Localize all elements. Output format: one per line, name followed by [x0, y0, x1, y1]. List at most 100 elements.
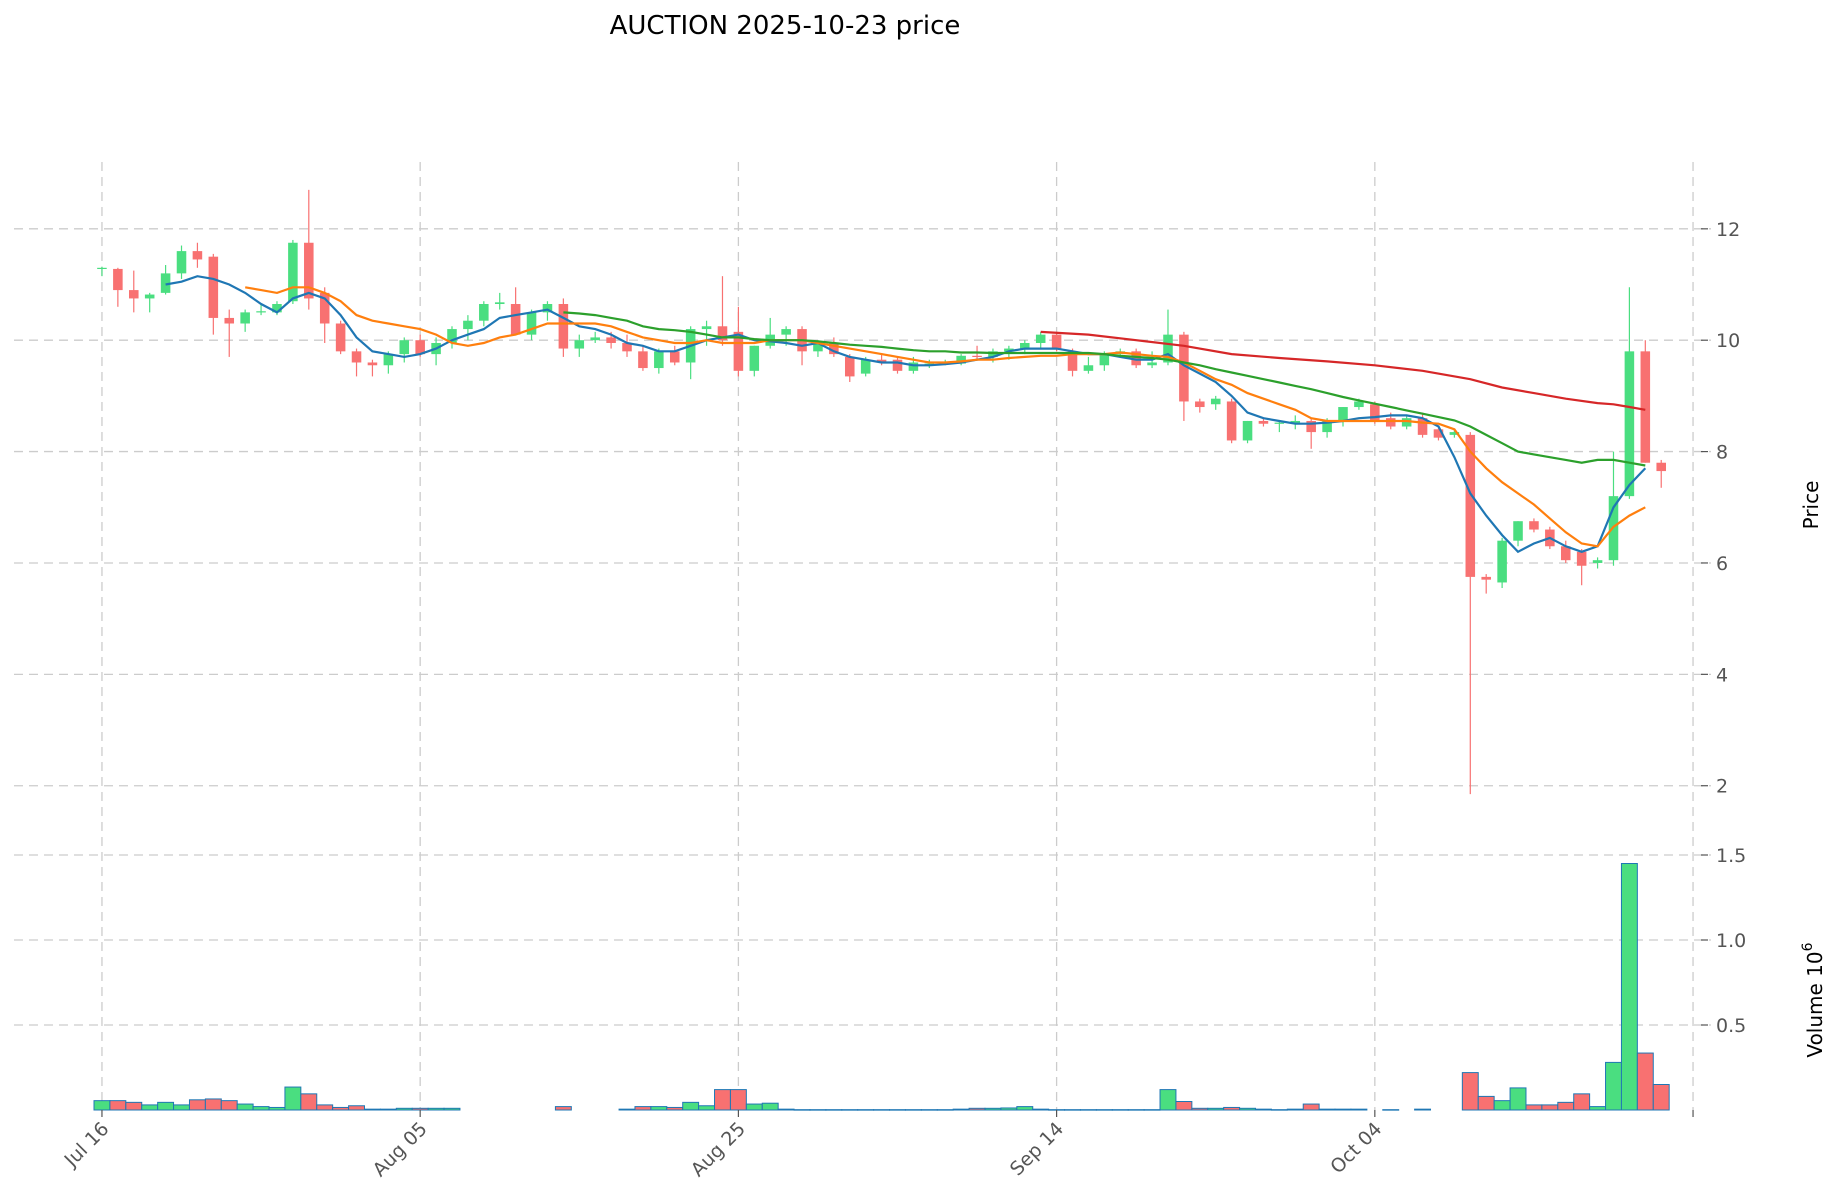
candle-body: [1417, 418, 1428, 435]
candle-body: [1592, 560, 1603, 563]
volume-tick-label: 1.0: [1716, 930, 1746, 952]
volume-bar: [1620, 863, 1638, 1111]
candle-body: [319, 292, 330, 324]
volume-bar: [1191, 1107, 1209, 1111]
candle-body: [654, 351, 664, 369]
candle-body: [701, 326, 712, 330]
candle-body: [463, 320, 473, 330]
candle-body: [1004, 348, 1014, 352]
candle-body: [160, 273, 171, 293]
volume-bar: [1143, 1109, 1161, 1111]
volume-bar: [777, 1108, 795, 1111]
volume-bar: [1318, 1108, 1336, 1111]
volume-bar: [1573, 1093, 1591, 1111]
candle-body: [1179, 334, 1189, 402]
candle-body: [1210, 398, 1221, 405]
chart-title: AUCTION 2025-10-23 price: [610, 11, 961, 41]
candle-body: [956, 355, 966, 364]
candle-body: [224, 317, 235, 324]
candle-body: [972, 355, 982, 357]
volume-bar: [714, 1089, 731, 1111]
volume-bar: [968, 1107, 986, 1111]
candle-body: [1576, 551, 1587, 566]
volume-bar: [666, 1106, 684, 1111]
candle-body: [876, 359, 887, 363]
volume-bar: [1095, 1109, 1113, 1111]
volume-bar: [809, 1109, 827, 1111]
candle-body: [256, 311, 266, 313]
moving-average-line: [245, 286, 1646, 548]
volume-bar: [1223, 1106, 1241, 1111]
volume-axis-label-base: Volume 10: [1803, 951, 1827, 1057]
volume-bar: [793, 1109, 811, 1111]
candle-body: [399, 340, 410, 355]
candle-body: [717, 326, 728, 341]
candle-body: [335, 323, 346, 352]
candle-body: [272, 304, 282, 313]
volume-bar: [268, 1106, 286, 1111]
candle-body: [542, 304, 553, 313]
candle-body: [510, 304, 521, 335]
volume-bar: [1254, 1108, 1272, 1111]
candle-body: [590, 337, 600, 341]
candle-body: [749, 345, 760, 371]
volume-bar: [1461, 1072, 1479, 1111]
candle-body: [304, 242, 314, 299]
price-axis-label: Price: [1799, 481, 1823, 530]
volume-axis-label: Volume 106: [1800, 942, 1827, 1057]
volume-bar: [1032, 1108, 1050, 1111]
price-tick-label: 4: [1716, 664, 1728, 686]
volume-bar: [1270, 1109, 1288, 1111]
candle-body: [1513, 521, 1523, 541]
volume-axis-label-exponent: 6: [1800, 942, 1816, 951]
volume-bar: [157, 1101, 175, 1111]
volume-bar: [634, 1106, 652, 1111]
volume-bar: [1509, 1087, 1527, 1111]
candle-body: [1306, 420, 1316, 433]
candle-body: [1226, 401, 1237, 441]
candle-body: [558, 304, 569, 349]
candle-body: [733, 331, 744, 371]
candle-body: [892, 359, 903, 371]
volume-bar: [1175, 1101, 1193, 1111]
volume-bar: [1286, 1108, 1304, 1111]
volume-bar: [1525, 1104, 1543, 1111]
volume-bar: [395, 1107, 413, 1111]
candle-body: [813, 342, 823, 352]
candle-body: [1035, 334, 1046, 343]
price-tick-label: 2: [1716, 776, 1728, 798]
candle-body: [1481, 576, 1491, 580]
volume-bar: [1541, 1104, 1559, 1111]
candle-body: [1051, 334, 1062, 349]
candle-body: [1195, 401, 1205, 408]
volume-bar: [650, 1106, 668, 1111]
volume-bar: [1589, 1106, 1607, 1111]
volume-bar: [936, 1109, 954, 1111]
candle-body: [113, 268, 123, 291]
volume-bar: [1302, 1103, 1320, 1111]
volume-bar: [873, 1109, 891, 1111]
volume-bar: [904, 1109, 922, 1111]
candle-body: [1497, 540, 1507, 583]
volume-tick-label: 0.5: [1716, 1015, 1746, 1037]
volume-bar: [698, 1105, 716, 1111]
volume-bar: [427, 1107, 445, 1111]
candle-body: [1099, 354, 1110, 366]
volume-bars: [93, 863, 1670, 1111]
moving-average-line: [563, 311, 1646, 467]
volume-bar: [363, 1108, 381, 1111]
candle-body: [129, 290, 139, 299]
volume-bar: [316, 1104, 334, 1111]
price-tick-label: 6: [1716, 553, 1728, 575]
volume-bar: [682, 1101, 700, 1111]
volume-bar: [857, 1109, 875, 1111]
candle-body: [176, 251, 187, 274]
candle-body: [1083, 365, 1094, 371]
candle-body: [1370, 404, 1380, 421]
candle-body: [192, 251, 203, 260]
candle-body: [1338, 407, 1348, 421]
volume-bar: [889, 1109, 906, 1111]
volume-bar: [348, 1105, 365, 1111]
candle-body: [1433, 429, 1444, 438]
